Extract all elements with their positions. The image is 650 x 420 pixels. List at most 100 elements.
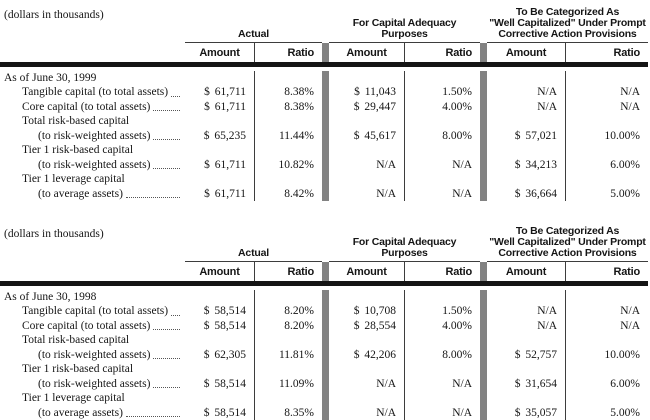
table-row: (to average assets) $ 61,711 8.42% N/A N/A $ … <box>0 186 648 201</box>
ratio-cell: 1.50% <box>404 85 480 100</box>
row-label: (to risk-weighted assets) <box>38 348 151 361</box>
amount-cell: $ 34,213 <box>514 158 557 171</box>
group-divider-bar <box>322 128 329 143</box>
column-group-title: To Be Categorized As "Well Capitalized" U… <box>487 7 648 43</box>
ratio-cell: 8.00% <box>404 128 480 143</box>
ratio-cell: N/A <box>565 85 648 100</box>
group-divider-bar <box>480 405 487 420</box>
amount-cell: $ 58,514 <box>203 406 246 419</box>
group-title-line: Actual <box>238 247 269 259</box>
row-label: Total risk-based capital <box>22 115 130 127</box>
column-header-ratio: Ratio <box>404 262 480 281</box>
amount-cell <box>329 391 404 406</box>
group-divider-bar <box>480 70 487 85</box>
ratio-cell <box>404 289 480 304</box>
ratio-cell <box>404 362 480 377</box>
row-label: Tier 1 leverage capital <box>22 392 125 404</box>
amount-cell <box>185 391 254 406</box>
ratio-cell: 5.00% <box>565 186 648 201</box>
group-divider-bar <box>480 304 487 319</box>
ratio-cell: 1.50% <box>404 304 480 319</box>
table-row: (to risk-weighted assets) $ 58,514 11.09% N… <box>0 376 648 392</box>
row-label-cell: (to risk-weighted assets) <box>0 348 185 363</box>
ratio-cell: 8.20% <box>254 318 322 333</box>
dot-leader <box>153 358 180 359</box>
group-divider-bar <box>322 262 329 281</box>
amount-cell <box>487 391 565 406</box>
row-label-cell: As of June 30, 1999 <box>0 71 185 86</box>
amount-cell: $ 61,711 <box>204 100 246 113</box>
table-header: (dollars in thousands) Actual For Capital … <box>0 219 648 262</box>
amount-cell: N/A <box>376 406 396 419</box>
ratio-cell: 10.00% <box>565 128 648 143</box>
row-label: Tier 1 risk-based capital <box>22 144 134 156</box>
amount-cell: N/A <box>537 86 557 98</box>
amount-cell: N/A <box>537 305 557 317</box>
row-label-cell: Tangible capital (to total assets) <box>0 304 185 319</box>
ratio-cell: 11.09% <box>254 376 322 391</box>
table-row: Tier 1 risk-based capital <box>0 362 648 377</box>
row-label-cell: Tier 1 leverage capital <box>0 172 185 187</box>
amount-cell <box>487 290 565 305</box>
row-label: Tangible capital (to total assets) <box>22 305 169 317</box>
row-label: Core capital (to total assets) <box>22 100 151 113</box>
row-label: (to risk-weighted assets) <box>38 129 151 142</box>
group-title-line: "Well Capitalized" Under Prompt <box>489 17 646 29</box>
column-header-amount: Amount <box>505 47 547 59</box>
group-divider-bar <box>322 391 329 406</box>
table-row: Core capital (to total assets) $ 58,514 8.… <box>0 318 648 333</box>
column-header-amount: Amount <box>346 266 387 278</box>
amount-cell <box>185 172 254 187</box>
amount-cell: N/A <box>537 319 557 332</box>
table-row: Tangible capital (to total assets) $ 61,7… <box>0 85 648 100</box>
row-label-cell: Core capital (to total assets) <box>0 100 185 115</box>
dot-leader <box>153 110 180 111</box>
ratio-cell <box>565 114 648 129</box>
group-divider-bar <box>480 172 487 187</box>
amount-cell: $ 61,711 <box>204 187 246 200</box>
row-label: Tangible capital (to total assets) <box>22 86 169 98</box>
capital-table-1999: (dollars in thousands) Actual For Capital … <box>0 0 648 201</box>
amount-cell: $ 65,235 <box>203 129 246 142</box>
ratio-cell: 8.38% <box>254 99 322 114</box>
ratio-cell <box>404 333 480 348</box>
group-divider-bar <box>322 157 329 172</box>
row-label-cell: (to risk-weighted assets) <box>0 158 185 173</box>
ratio-cell: 4.00% <box>404 99 480 114</box>
units-note: (dollars in thousands) <box>4 228 104 240</box>
row-label-cell: Tier 1 risk-based capital <box>0 143 185 158</box>
table-row: Total risk-based capital <box>0 333 648 348</box>
group-divider-bar <box>322 405 329 420</box>
ratio-cell <box>565 143 648 158</box>
ratio-cell <box>404 143 480 158</box>
dot-leader <box>125 197 180 198</box>
amount-cell <box>329 290 404 305</box>
amount-cell <box>185 290 254 305</box>
amount-cell: $ 58,514 <box>203 305 246 317</box>
group-divider-bar <box>322 333 329 348</box>
group-title-line: For Capital Adequacy Purposes <box>352 17 457 40</box>
row-label-cell: (to risk-weighted assets) <box>0 377 185 392</box>
group-divider-bar <box>480 157 487 172</box>
ratio-cell <box>254 70 322 85</box>
column-header-amount: Amount <box>199 47 240 59</box>
row-label: (to risk-weighted assets) <box>38 377 151 390</box>
group-divider-bar <box>480 99 487 114</box>
amount-cell: $ 62,305 <box>203 348 246 361</box>
row-label: As of June 30, 1998 <box>4 290 97 303</box>
table-body: As of June 30, 1999 Tangible capital (to … <box>0 67 648 201</box>
table-header: (dollars in thousands) Actual For Capital … <box>0 0 648 43</box>
ratio-cell: 8.00% <box>404 347 480 362</box>
table-row: Core capital (to total assets) $ 61,711 8.… <box>0 99 648 115</box>
amount-cell: N/A <box>376 377 396 390</box>
column-header-row: Amount Ratio Amount Ratio Amount Ratio <box>0 43 648 62</box>
amount-cell: $ 36,664 <box>514 187 557 200</box>
dot-leader <box>153 139 180 140</box>
ratio-cell: 11.44% <box>254 128 322 143</box>
group-divider-bar <box>480 391 487 406</box>
amount-cell <box>185 143 254 158</box>
group-divider-bar <box>322 186 329 201</box>
capital-table-1998: (dollars in thousands) Actual For Capital … <box>0 219 648 420</box>
amount-cell <box>329 114 404 129</box>
group-divider-bar <box>480 376 487 391</box>
